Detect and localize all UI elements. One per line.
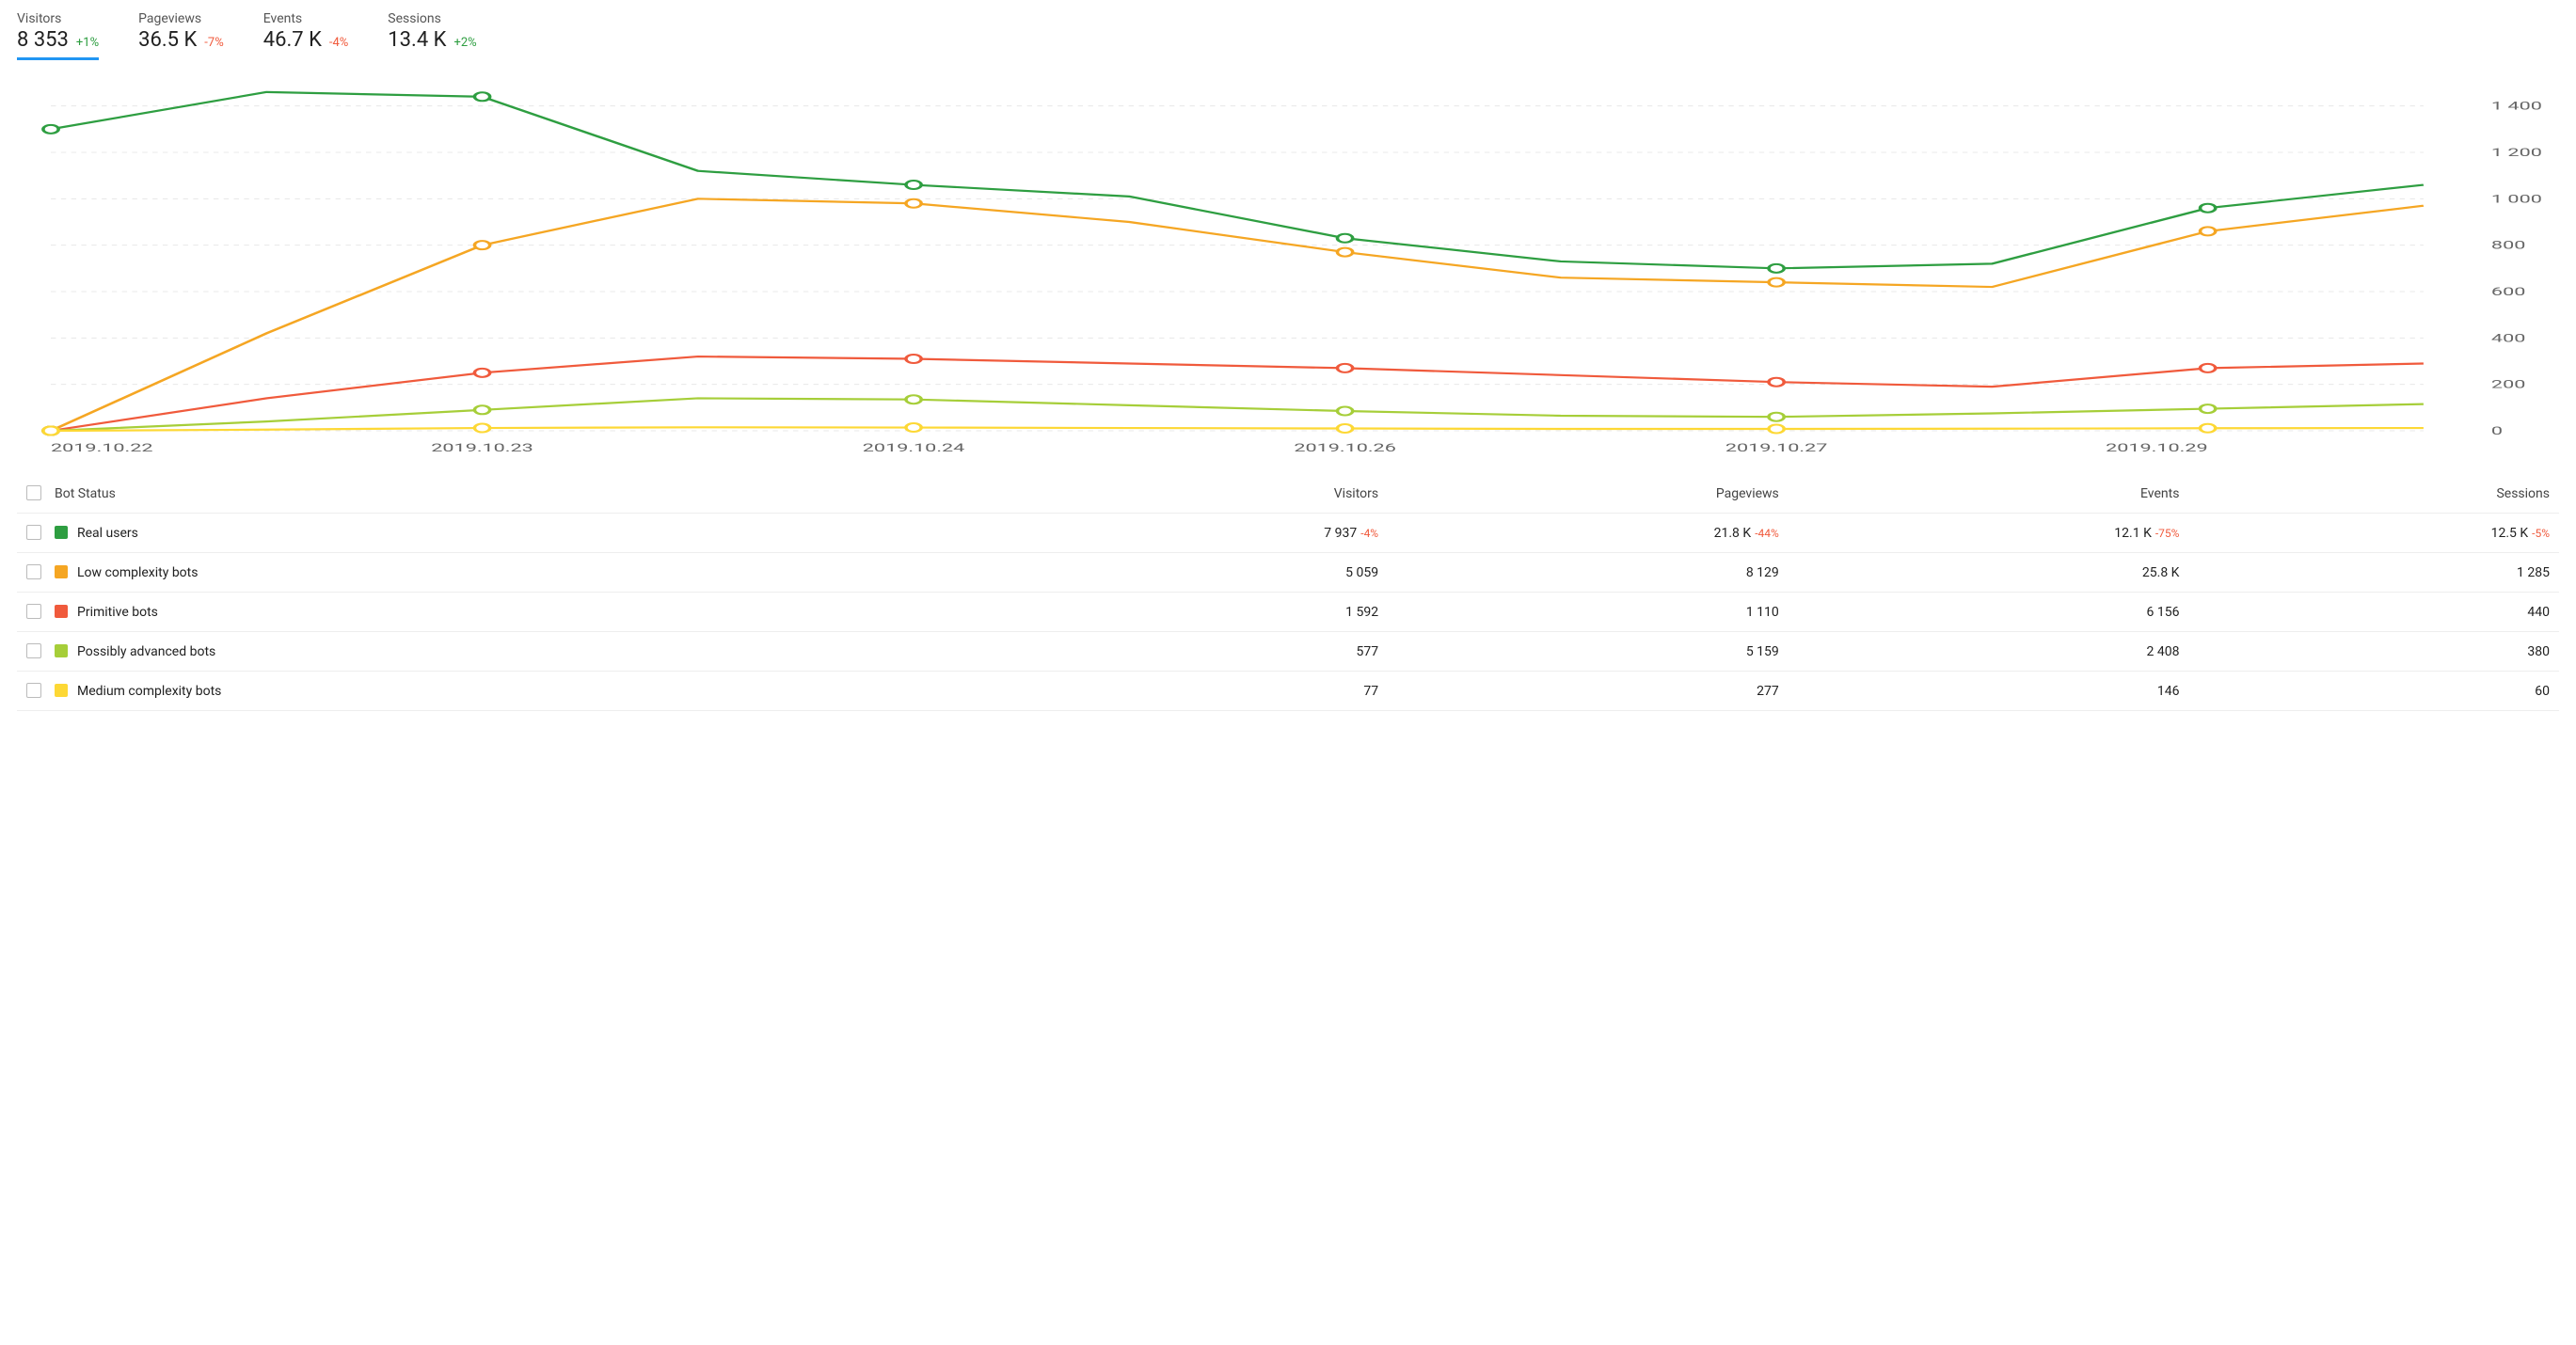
data-cell: 60 [2188, 672, 2559, 711]
series-swatch-icon [55, 605, 68, 618]
metric-label: Pageviews [138, 11, 224, 26]
metric-delta: +1% [76, 36, 99, 50]
metric-value: 13.4 K [388, 28, 446, 52]
line-chart: 0 200 400 600 800 1 000 1 200 1 400 2019.10.22 20… [17, 73, 2559, 468]
svg-text:2019.10.29: 2019.10.29 [2106, 442, 2208, 455]
row-checkbox[interactable] [26, 683, 41, 698]
metric-delta: +2% [453, 36, 476, 50]
data-cell: 5 059 [1039, 553, 1389, 593]
table-row[interactable]: Primitive bots 1 5921 1106 156440 [17, 593, 2559, 632]
svg-text:800: 800 [2491, 239, 2525, 252]
data-cell: 25.8 K [1789, 553, 2189, 593]
cell-delta: -4% [1360, 527, 1378, 540]
row-name: Real users [77, 526, 138, 541]
table-row[interactable]: Low complexity bots 5 0598 12925.8 K1 285 [17, 553, 2559, 593]
metric-label: Sessions [388, 11, 476, 26]
data-cell: 6 156 [1789, 593, 2189, 632]
data-cell: 21.8 K-44% [1388, 514, 1789, 553]
row-name: Primitive bots [77, 605, 158, 620]
series-swatch-icon [55, 526, 68, 539]
svg-text:0: 0 [2491, 425, 2503, 438]
svg-text:200: 200 [2491, 378, 2525, 391]
series-swatch-icon [55, 565, 68, 578]
svg-text:2019.10.27: 2019.10.27 [1725, 442, 1828, 455]
metric-delta: -4% [329, 36, 348, 50]
series-swatch-icon [55, 644, 68, 657]
column-header[interactable]: Visitors [1039, 474, 1389, 514]
data-cell: 380 [2188, 632, 2559, 672]
cell-delta: -75% [2155, 527, 2180, 540]
metric-tab-events[interactable]: Events 46.7 K -4% [263, 11, 349, 60]
row-name: Medium complexity bots [77, 684, 221, 699]
svg-text:2019.10.26: 2019.10.26 [1294, 442, 1396, 455]
row-checkbox[interactable] [26, 564, 41, 579]
metric-label: Events [263, 11, 349, 26]
metric-value: 46.7 K [263, 28, 322, 52]
svg-text:1 200: 1 200 [2491, 147, 2542, 160]
bot-status-table: Bot Status VisitorsPageviewsEventsSession… [17, 474, 2559, 711]
column-header[interactable]: Pageviews [1388, 474, 1789, 514]
svg-text:2019.10.24: 2019.10.24 [863, 442, 965, 455]
data-cell: 1 285 [2188, 553, 2559, 593]
svg-text:2019.10.23: 2019.10.23 [431, 442, 533, 455]
data-cell: 1 110 [1388, 593, 1789, 632]
data-cell: 5 159 [1388, 632, 1789, 672]
svg-text:600: 600 [2491, 286, 2525, 299]
data-cell: 12.1 K-75% [1789, 514, 2189, 553]
svg-text:400: 400 [2491, 332, 2525, 345]
row-name: Low complexity bots [77, 565, 198, 580]
data-cell: 146 [1789, 672, 2189, 711]
svg-text:1 400: 1 400 [2491, 100, 2542, 113]
table-row[interactable]: Real users 7 937-4%21.8 K-44%12.1 K-75%12… [17, 514, 2559, 553]
row-checkbox[interactable] [26, 525, 41, 540]
data-cell: 8 129 [1388, 553, 1789, 593]
row-checkbox[interactable] [26, 604, 41, 619]
metric-value: 8 353 [17, 28, 69, 52]
svg-text:2019.10.22: 2019.10.22 [51, 442, 153, 455]
metric-tab-visitors[interactable]: Visitors 8 353 +1% [17, 11, 99, 60]
row-name: Possibly advanced bots [77, 644, 215, 659]
metric-tab-pageviews[interactable]: Pageviews 36.5 K -7% [138, 11, 224, 60]
data-cell: 7 937-4% [1039, 514, 1389, 553]
select-all-checkbox[interactable] [26, 485, 41, 500]
data-cell: 1 592 [1039, 593, 1389, 632]
table-row[interactable]: Possibly advanced bots 5775 1592 408380 [17, 632, 2559, 672]
column-header[interactable]: Sessions [2188, 474, 2559, 514]
cell-delta: -44% [1755, 527, 1779, 540]
column-header[interactable]: Events [1789, 474, 2189, 514]
data-cell: 12.5 K-5% [2188, 514, 2559, 553]
svg-text:1 000: 1 000 [2491, 193, 2542, 206]
data-cell: 440 [2188, 593, 2559, 632]
cell-delta: -5% [2532, 527, 2550, 540]
data-cell: 577 [1039, 632, 1389, 672]
metric-tab-sessions[interactable]: Sessions 13.4 K +2% [388, 11, 476, 60]
data-cell: 2 408 [1789, 632, 2189, 672]
column-header[interactable]: Bot Status [55, 486, 116, 501]
table-row[interactable]: Medium complexity bots 7727714660 [17, 672, 2559, 711]
metrics-tabs: Visitors 8 353 +1% Pageviews 36.5 K -7% Events… [17, 11, 2559, 60]
metric-delta: -7% [204, 36, 223, 50]
data-cell: 277 [1388, 672, 1789, 711]
metric-label: Visitors [17, 11, 99, 26]
row-checkbox[interactable] [26, 643, 41, 658]
data-cell: 77 [1039, 672, 1389, 711]
metric-value: 36.5 K [138, 28, 197, 52]
series-swatch-icon [55, 684, 68, 697]
